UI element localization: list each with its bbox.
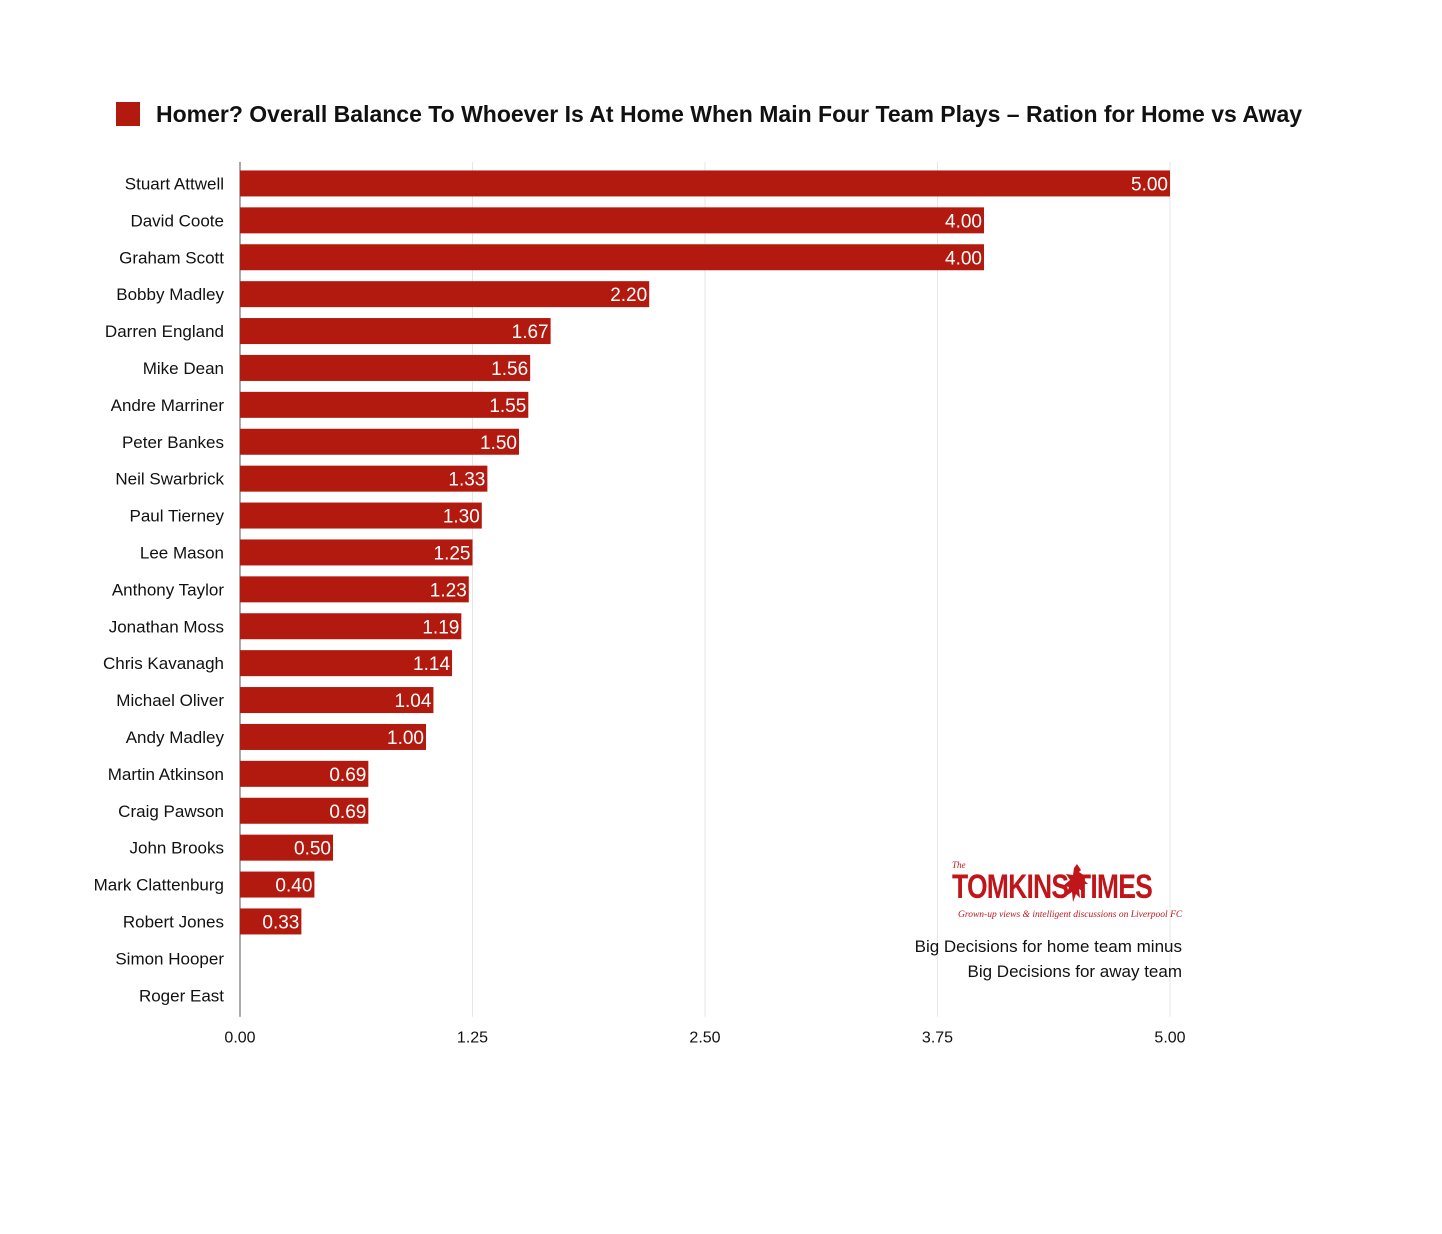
category-label: Robert Jones	[123, 912, 224, 931]
legend-swatch	[116, 102, 140, 126]
category-label: Bobby Madley	[116, 285, 224, 304]
category-label: Simon Hooper	[115, 949, 224, 968]
data-label: 1.50	[480, 433, 517, 454]
bar	[240, 465, 488, 492]
bar	[240, 834, 333, 861]
logo-main-text: TOMKINS TIMES	[952, 868, 1153, 906]
logo-small-text: The	[952, 860, 966, 870]
category-label: Jonathan Moss	[109, 617, 224, 636]
data-label: 1.23	[430, 580, 467, 601]
data-label: 1.67	[512, 322, 549, 343]
category-label: Mark Clattenburg	[94, 876, 224, 895]
bar	[240, 428, 519, 455]
bar	[240, 687, 434, 714]
bar	[240, 539, 473, 566]
liver-bird-icon	[1063, 864, 1088, 902]
data-label: 1.33	[448, 470, 485, 491]
chart-note: Big Decisions for home team minus Big De…	[915, 934, 1182, 984]
data-label: 1.19	[422, 617, 459, 638]
bar	[240, 723, 426, 750]
data-label: 1.30	[443, 507, 480, 528]
data-label: 1.04	[394, 691, 431, 712]
bar	[240, 613, 462, 640]
data-label: 1.14	[413, 654, 450, 675]
chart-title: Homer? Overall Balance To Whoever Is At …	[156, 101, 1303, 127]
category-label: Andy Madley	[126, 728, 225, 747]
category-label: Andre Marriner	[111, 396, 225, 415]
data-label: 1.56	[491, 359, 528, 380]
category-label: Stuart Attwell	[125, 174, 224, 193]
bar	[240, 760, 369, 787]
category-label: Michael Oliver	[116, 691, 224, 710]
category-label: Chris Kavanagh	[103, 654, 224, 673]
category-label: Craig Pawson	[118, 802, 224, 821]
bar	[240, 576, 469, 603]
category-label: Roger East	[139, 986, 224, 1005]
x-tick-label: 3.75	[922, 1030, 953, 1047]
x-tick-label: 2.50	[689, 1030, 720, 1047]
data-label: 1.55	[489, 396, 526, 417]
bar	[240, 354, 531, 381]
data-label: 0.69	[329, 765, 366, 786]
bar	[240, 244, 984, 271]
category-label: Mike Dean	[143, 359, 224, 378]
x-tick-label: 1.25	[457, 1030, 488, 1047]
data-label: 0.40	[275, 876, 312, 897]
bar	[240, 650, 453, 677]
data-label: 0.50	[294, 839, 331, 860]
bar	[240, 281, 650, 308]
x-tick-label: 5.00	[1154, 1030, 1185, 1047]
category-label: John Brooks	[130, 839, 225, 858]
category-label: Darren England	[105, 322, 224, 341]
note-line-2: Big Decisions for away team	[967, 962, 1182, 981]
data-label: 4.00	[945, 211, 982, 232]
bar	[240, 391, 529, 418]
data-label: 0.33	[262, 912, 299, 933]
data-label: 1.00	[387, 728, 424, 749]
category-label: Neil Swarbrick	[115, 470, 224, 489]
data-label: 5.00	[1131, 174, 1168, 195]
note-line-1: Big Decisions for home team minus	[914, 937, 1182, 956]
category-label: David Coote	[130, 211, 224, 230]
data-label: 4.00	[945, 248, 982, 269]
data-label: 2.20	[610, 285, 647, 306]
category-label: Peter Bankes	[122, 433, 224, 452]
x-tick-label: 0.00	[224, 1030, 255, 1047]
data-label: 0.69	[329, 802, 366, 823]
bar	[240, 207, 984, 234]
bar	[240, 318, 551, 345]
bar	[240, 797, 369, 824]
category-label: Martin Atkinson	[108, 765, 224, 784]
category-label: Lee Mason	[140, 543, 224, 562]
bar	[240, 871, 315, 898]
data-label: 1.25	[434, 543, 471, 564]
logo-tagline: Grown-up views & intelligent discussions…	[958, 910, 1183, 920]
category-label: Graham Scott	[119, 248, 224, 267]
bar	[240, 170, 1170, 197]
bar	[240, 502, 482, 529]
category-label: Anthony Taylor	[112, 580, 224, 599]
tomkins-times-logo: The TOMKINS TIMES Grown-up views & intel…	[948, 860, 1188, 924]
category-label: Paul Tierney	[130, 507, 225, 526]
bar	[240, 908, 302, 935]
